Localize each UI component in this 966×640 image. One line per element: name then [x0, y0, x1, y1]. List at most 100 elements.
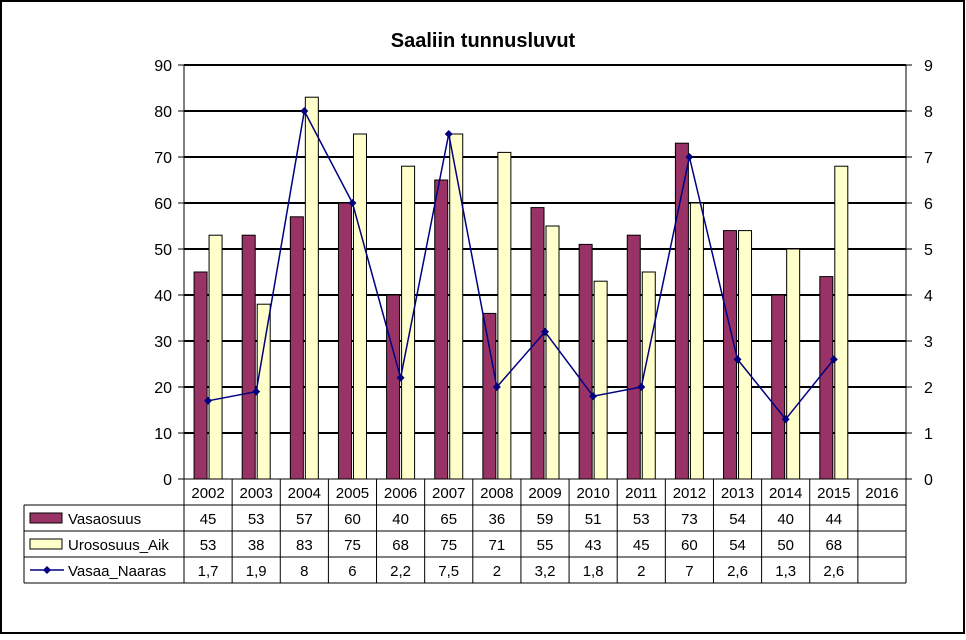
table-cell: 59	[537, 511, 554, 528]
table-cell: 45	[633, 537, 650, 554]
right-tick-label: 4	[924, 288, 933, 305]
data-table: 2002 2003 2004 2005 2006 2007 2008 2009 2010 2011…	[23, 478, 907, 584]
legend-vasaa_naaras-marker	[43, 566, 51, 574]
table-cell: 71	[489, 537, 506, 554]
line-point	[444, 130, 453, 138]
table-cell: 43	[585, 537, 602, 554]
left-tick-label: 70	[154, 150, 172, 167]
bar-vasaosuus-2009	[530, 207, 545, 480]
bar-vasaosuus-2014	[771, 294, 786, 480]
line-point	[252, 387, 261, 396]
line-point	[204, 396, 213, 405]
table-cell: 53	[633, 511, 650, 528]
line-point	[589, 392, 598, 401]
line-point	[300, 107, 309, 115]
category-label-2007: 2007	[432, 485, 465, 502]
legend-vasaa_naaras-label: Vasaa_Naaras	[68, 563, 166, 580]
table-cell: 73	[681, 511, 698, 528]
table-cell: 75	[440, 537, 457, 554]
table-cell: 40	[777, 511, 794, 528]
bar-vasaosuus-2013	[723, 230, 738, 480]
left-tick-label: 0	[163, 472, 172, 489]
gridlines	[184, 64, 906, 434]
category-label-2016: 2016	[865, 485, 898, 502]
table-cell: 65	[440, 511, 457, 528]
table-cell: 57	[296, 511, 313, 528]
table-cell: 2	[493, 563, 501, 580]
line-point	[541, 327, 549, 336]
table-cell: 50	[777, 537, 794, 554]
bar-vasaosuus-2010	[578, 243, 593, 480]
legend-vasaosuus-swatch	[29, 512, 63, 524]
category-label-2009: 2009	[528, 485, 561, 502]
category-label-2010: 2010	[576, 485, 609, 502]
category-label-2008: 2008	[480, 485, 513, 502]
category-label-2012: 2012	[673, 485, 706, 502]
legend-urososuus_aik-swatch	[29, 538, 63, 550]
right-tick-label: 5	[924, 242, 933, 259]
category-label-2014: 2014	[769, 485, 802, 502]
line-point	[637, 383, 646, 391]
left-tick-label: 50	[154, 242, 172, 259]
table-cell: 1,8	[583, 563, 604, 580]
bar-vasaosuus-2015	[819, 276, 834, 480]
right-tick-label: 2	[924, 380, 933, 397]
category-label-2011: 2011	[625, 485, 657, 502]
table-cell: 44	[825, 511, 842, 528]
table-cell: 60	[681, 537, 698, 554]
table-cell: 40	[392, 511, 409, 528]
left-tick-label: 40	[154, 288, 172, 305]
line-point	[781, 415, 790, 424]
line-point	[829, 355, 838, 364]
table-cell: 1,3	[775, 563, 796, 580]
bar-vasaosuus-2003	[241, 234, 256, 480]
bar-urososuus_aik-2007	[449, 133, 464, 480]
bar-urososuus_aik-2010	[593, 280, 608, 480]
table-cell: 68	[392, 537, 409, 554]
line-point	[396, 373, 405, 382]
table-cell: 54	[729, 511, 746, 528]
left-tick-label: 20	[154, 380, 172, 397]
table-cell: 60	[344, 511, 361, 528]
bar-urososuus_aik-2008	[497, 151, 512, 480]
table-cell: 75	[344, 537, 361, 554]
bar-vasaosuus-2004	[289, 216, 304, 480]
bar-urososuus_aik-2009	[545, 225, 560, 480]
table-cell: 1,7	[198, 563, 219, 580]
bar-urososuus_aik-2015	[834, 165, 849, 480]
category-label-2005: 2005	[336, 485, 369, 502]
right-tick-label: 8	[924, 104, 933, 121]
category-label-2015: 2015	[817, 485, 850, 502]
table-cell: 45	[200, 511, 217, 528]
table-cell: 55	[537, 537, 554, 554]
legend-vasaosuus-label: Vasaosuus	[68, 511, 141, 528]
bar-urososuus_aik-2013	[738, 230, 753, 480]
bar-vasaosuus-2011	[626, 234, 641, 480]
right-tick-label: 3	[924, 334, 933, 351]
right-tick-label: 9	[924, 58, 933, 75]
left-tick-label: 90	[154, 58, 172, 75]
bar-vasaosuus-2005	[337, 202, 352, 480]
table-cell: 2,6	[727, 563, 748, 580]
table-cell: 3,2	[535, 563, 556, 580]
line-point	[685, 153, 694, 161]
table-cell: 83	[296, 537, 313, 554]
line-point	[492, 383, 501, 391]
left-tick-label: 60	[154, 196, 172, 213]
table-cell: 2	[637, 563, 645, 580]
table-cell: 6	[348, 563, 356, 580]
bar-urososuus_aik-2012	[689, 202, 704, 480]
table-cell: 38	[248, 537, 265, 554]
table-cell: 51	[585, 511, 602, 528]
table-cell: 2,6	[823, 563, 844, 580]
right-tick-label: 0	[924, 472, 933, 489]
bar-urososuus_aik-2004	[304, 96, 319, 480]
category-label-2002: 2002	[191, 485, 224, 502]
category-label-2006: 2006	[384, 485, 417, 502]
chart-title: Saaliin tunnusluvut	[391, 30, 576, 52]
table-cell: 36	[489, 511, 506, 528]
table-cell: 7	[685, 563, 693, 580]
bar-urososuus_aik-2005	[352, 133, 367, 480]
